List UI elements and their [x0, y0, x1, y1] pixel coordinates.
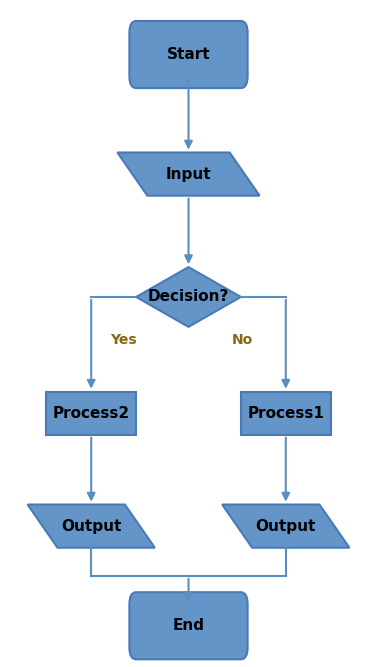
Polygon shape: [28, 504, 155, 548]
Text: Process1: Process1: [247, 406, 324, 421]
Text: Decision?: Decision?: [148, 289, 229, 304]
Text: Start: Start: [167, 47, 210, 62]
Text: Output: Output: [256, 519, 316, 534]
Polygon shape: [222, 504, 349, 548]
FancyBboxPatch shape: [129, 21, 248, 88]
Text: Yes: Yes: [110, 333, 136, 347]
Text: Input: Input: [166, 167, 211, 181]
Polygon shape: [117, 153, 260, 195]
FancyBboxPatch shape: [46, 392, 136, 435]
FancyBboxPatch shape: [129, 592, 248, 659]
Text: Process2: Process2: [53, 406, 130, 421]
Text: No: No: [232, 333, 253, 347]
FancyBboxPatch shape: [241, 392, 331, 435]
Polygon shape: [136, 267, 241, 327]
Text: End: End: [173, 618, 204, 633]
Text: Output: Output: [61, 519, 121, 534]
